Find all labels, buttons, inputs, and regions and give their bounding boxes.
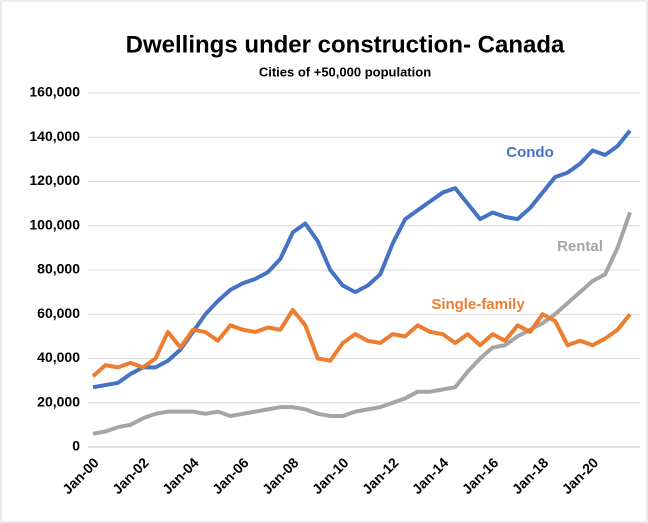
y-tick-label: 100,000 bbox=[29, 216, 80, 232]
y-tick-label: 60,000 bbox=[37, 305, 80, 321]
series-line bbox=[92, 211, 632, 436]
series-line bbox=[91, 307, 632, 378]
y-tick-label: 140,000 bbox=[29, 128, 80, 144]
series-label: Single-family bbox=[431, 296, 525, 313]
y-tick-label: 20,000 bbox=[37, 393, 80, 409]
y-tick-label: 120,000 bbox=[29, 172, 80, 188]
y-tick-label: 40,000 bbox=[37, 349, 80, 365]
chart-title: Dwellings under construction- Canada bbox=[126, 31, 565, 58]
series-label: Condo bbox=[506, 144, 553, 161]
y-tick-label: 80,000 bbox=[37, 261, 80, 277]
chart-subtitle: Cities of +50,000 population bbox=[259, 64, 431, 79]
series-label: Rental bbox=[557, 238, 603, 255]
y-tick-label: 0 bbox=[72, 438, 80, 454]
y-tick-label: 160,000 bbox=[29, 84, 80, 100]
